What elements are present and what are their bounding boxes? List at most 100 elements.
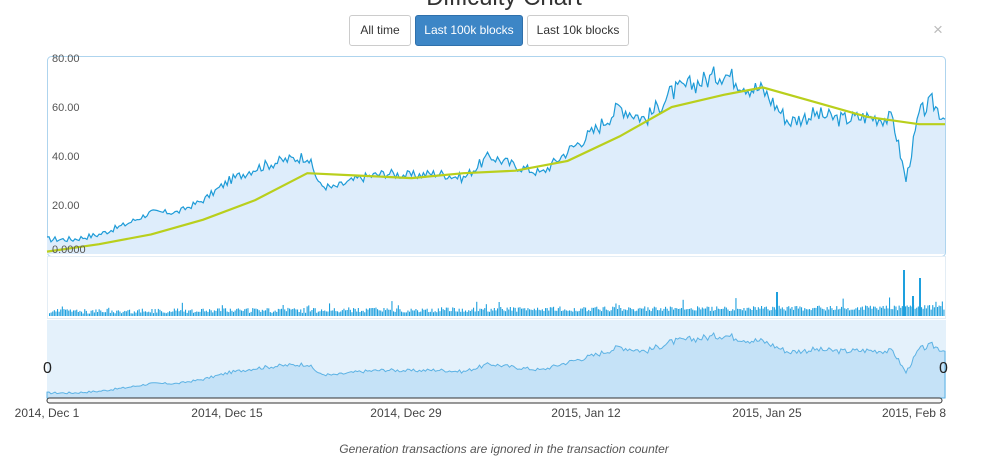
volume-bar	[788, 306, 790, 316]
volume-bar	[101, 312, 103, 316]
volume-bar	[268, 308, 270, 316]
volume-bar	[281, 308, 283, 316]
volume-bar	[439, 311, 441, 316]
volume-bar	[68, 310, 70, 316]
volume-bar	[519, 307, 521, 316]
volume-bar	[717, 308, 719, 316]
volume-bar	[311, 310, 313, 316]
volume-bar	[482, 309, 484, 316]
volume-bar	[373, 308, 375, 316]
volume-bar	[623, 309, 625, 316]
volume-bar	[786, 306, 788, 316]
volume-bar	[165, 313, 167, 316]
volume-bar	[685, 309, 687, 316]
volume-bar	[807, 309, 809, 316]
volume-bar	[746, 307, 748, 316]
volume-bar	[506, 307, 508, 316]
volume-bar	[521, 308, 523, 316]
volume-bar	[532, 310, 534, 316]
volume-bar	[490, 308, 492, 316]
volume-bar	[327, 311, 329, 316]
volume-bar	[601, 311, 603, 316]
volume-bar	[348, 307, 350, 316]
last-10k-blocks-button[interactable]: Last 10k blocks	[527, 15, 629, 46]
difficulty-line	[46, 66, 946, 243]
volume-bar	[612, 306, 614, 316]
volume-bar	[929, 305, 931, 316]
all-time-button[interactable]: All time	[349, 15, 411, 46]
volume-bar	[442, 309, 444, 316]
volume-bar	[705, 308, 707, 316]
volume-bar	[215, 310, 217, 316]
volume-bar	[210, 310, 212, 316]
volume-bar	[594, 307, 596, 316]
volume-bar	[263, 310, 265, 316]
volume-bar	[332, 310, 334, 316]
volume-bar	[831, 308, 833, 316]
volume-bar	[708, 306, 710, 316]
volume-bar	[593, 307, 595, 316]
volume-bar	[186, 312, 188, 316]
volume-bar	[474, 311, 476, 316]
volume-bar	[125, 311, 127, 316]
volume-bar	[860, 307, 862, 316]
close-icon[interactable]: ×	[933, 20, 943, 39]
volume-bar	[105, 312, 107, 316]
navigator-scrollbar[interactable]	[46, 397, 943, 404]
volume-bar	[188, 310, 190, 316]
volume-bar	[938, 305, 940, 316]
volume-bar	[405, 312, 407, 316]
volume-bar	[212, 312, 214, 316]
volume-bar	[325, 311, 327, 316]
volume-bar	[370, 308, 372, 316]
volume-bar	[252, 308, 254, 316]
volume-bar	[636, 310, 638, 316]
volume-bar	[49, 313, 51, 316]
volume-bar	[89, 313, 91, 316]
volume-bar	[589, 311, 591, 316]
volume-bar	[143, 311, 145, 316]
volume-bar	[605, 309, 607, 316]
volume-bar	[330, 310, 332, 316]
volume-bar	[285, 311, 287, 316]
volume-bar	[940, 306, 942, 316]
volume-bar	[271, 312, 273, 316]
volume-bar	[357, 308, 359, 316]
volume-bar	[661, 310, 663, 316]
volume-bar	[868, 307, 870, 316]
volume-bar	[321, 309, 323, 316]
x-tick-label: 2015, Feb 8	[882, 406, 946, 420]
volume-bar	[154, 309, 156, 316]
volume-bar	[743, 308, 745, 316]
volume-bar	[776, 292, 778, 316]
volume-bar	[365, 308, 367, 316]
volume-bar	[556, 310, 558, 316]
volume-bar	[135, 312, 137, 316]
volume-bar	[751, 310, 753, 316]
volume-bar	[53, 310, 55, 316]
volume-bar	[479, 308, 481, 316]
volume-bar	[833, 310, 835, 316]
volume-bar	[124, 310, 126, 316]
volume-bar	[881, 307, 883, 316]
volume-bar	[426, 308, 428, 316]
volume-bar	[55, 311, 57, 316]
volume-bar	[932, 305, 934, 316]
navigator-area	[46, 331, 946, 399]
volume-bar	[861, 306, 863, 316]
volume-bar	[732, 309, 734, 316]
last-100k-blocks-button[interactable]: Last 100k blocks	[415, 15, 523, 46]
volume-bar	[695, 310, 697, 316]
volume-bar	[249, 312, 251, 316]
volume-bar	[313, 308, 315, 316]
volume-bar	[257, 309, 259, 316]
volume-bar	[884, 308, 886, 316]
volume-bar	[615, 303, 617, 316]
volume-bar	[554, 310, 556, 316]
volume-bar	[898, 305, 900, 316]
volume-bar	[308, 305, 310, 316]
volume-bar	[922, 308, 924, 316]
volume-bar	[565, 310, 567, 316]
volume-bar	[508, 309, 510, 316]
volume-bar	[380, 310, 382, 316]
